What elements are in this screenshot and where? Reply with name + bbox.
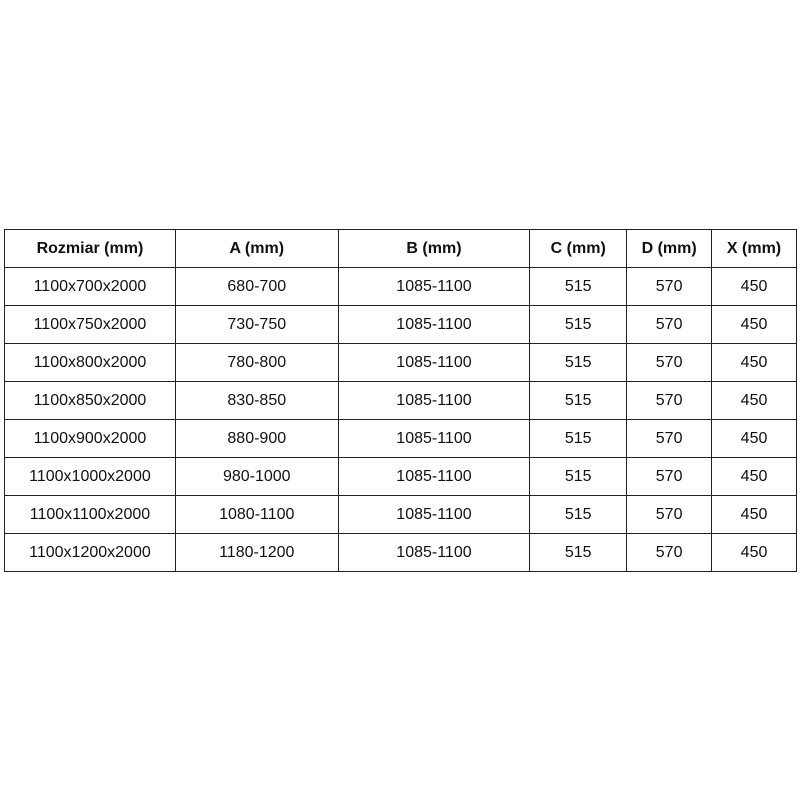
table-cell: 515 [529, 533, 628, 572]
table-cell: 1085-1100 [337, 381, 531, 420]
table-cell: 880-900 [174, 419, 339, 458]
table-cell: 450 [711, 381, 797, 420]
table-cell: 1085-1100 [337, 267, 531, 306]
table-cell: 570 [626, 305, 713, 344]
table-cell: 450 [711, 267, 797, 306]
table-cell: 1100x800x2000 [4, 343, 176, 382]
table-cell: 515 [529, 305, 628, 344]
table-cell: 1080-1100 [174, 495, 339, 534]
table-cell: 450 [711, 343, 797, 382]
table-cell: 570 [626, 457, 713, 496]
table-cell: 1085-1100 [337, 343, 531, 382]
column-header: X (mm) [711, 229, 797, 268]
table-cell: 570 [626, 419, 713, 458]
table-cell: 450 [711, 419, 797, 458]
table-cell: 1100x750x2000 [4, 305, 176, 344]
table-cell: 515 [529, 267, 628, 306]
table-cell: 570 [626, 495, 713, 534]
table-row: 1100x900x2000 880-900 1085-1100 515 570 450 [4, 419, 797, 458]
table-cell: 450 [711, 305, 797, 344]
table-cell: 515 [529, 343, 628, 382]
table-cell: 1100x700x2000 [4, 267, 176, 306]
table-cell: 1100x900x2000 [4, 419, 176, 458]
table-cell: 1100x1200x2000 [4, 533, 176, 572]
table-cell: 515 [529, 495, 628, 534]
table-cell: 780-800 [174, 343, 339, 382]
table-cell: 515 [529, 457, 628, 496]
column-header: D (mm) [626, 229, 713, 268]
column-header: A (mm) [174, 229, 339, 268]
table-cell: 1100x1100x2000 [4, 495, 176, 534]
table-cell: 515 [529, 381, 628, 420]
table-cell: 1100x850x2000 [4, 381, 176, 420]
table-cell: 570 [626, 381, 713, 420]
table-row: 1100x1000x2000 980-1000 1085-1100 515 570 450 [4, 457, 797, 496]
table-cell: 1100x1000x2000 [4, 457, 176, 496]
table-row: 1100x850x2000 830-850 1085-1100 515 570 450 [4, 381, 797, 420]
column-header: B (mm) [337, 229, 531, 268]
table-cell: 680-700 [174, 267, 339, 306]
table-cell: 830-850 [174, 381, 339, 420]
table-row: 1100x750x2000 730-750 1085-1100 515 570 450 [4, 305, 797, 344]
header-row: Rozmiar (mm) A (mm) B (mm) C (mm) D (mm) X (m… [4, 229, 797, 268]
table-cell: 515 [529, 419, 628, 458]
table-row: 1100x1200x2000 1180-1200 1085-1100 515 570 45… [4, 533, 797, 572]
table-cell: 980-1000 [174, 457, 339, 496]
dimensions-table: Rozmiar (mm) A (mm) B (mm) C (mm) D (mm) X (m… [4, 229, 797, 572]
table-cell: 1085-1100 [337, 495, 531, 534]
table-cell: 450 [711, 533, 797, 572]
table-cell: 1085-1100 [337, 419, 531, 458]
table-cell: 450 [711, 495, 797, 534]
table-cell: 1085-1100 [337, 533, 531, 572]
table-cell: 570 [626, 267, 713, 306]
table-cell: 570 [626, 533, 713, 572]
column-header: Rozmiar (mm) [4, 229, 176, 268]
table-row: 1100x800x2000 780-800 1085-1100 515 570 450 [4, 343, 797, 382]
table-cell: 450 [711, 457, 797, 496]
table-row: 1100x700x2000 680-700 1085-1100 515 570 450 [4, 267, 797, 306]
table-cell: 730-750 [174, 305, 339, 344]
table-cell: 570 [626, 343, 713, 382]
table-cell: 1085-1100 [337, 305, 531, 344]
table-row: 1100x1100x2000 1080-1100 1085-1100 515 570 45… [4, 495, 797, 534]
table-cell: 1085-1100 [337, 457, 531, 496]
column-header: C (mm) [529, 229, 628, 268]
table-cell: 1180-1200 [174, 533, 339, 572]
